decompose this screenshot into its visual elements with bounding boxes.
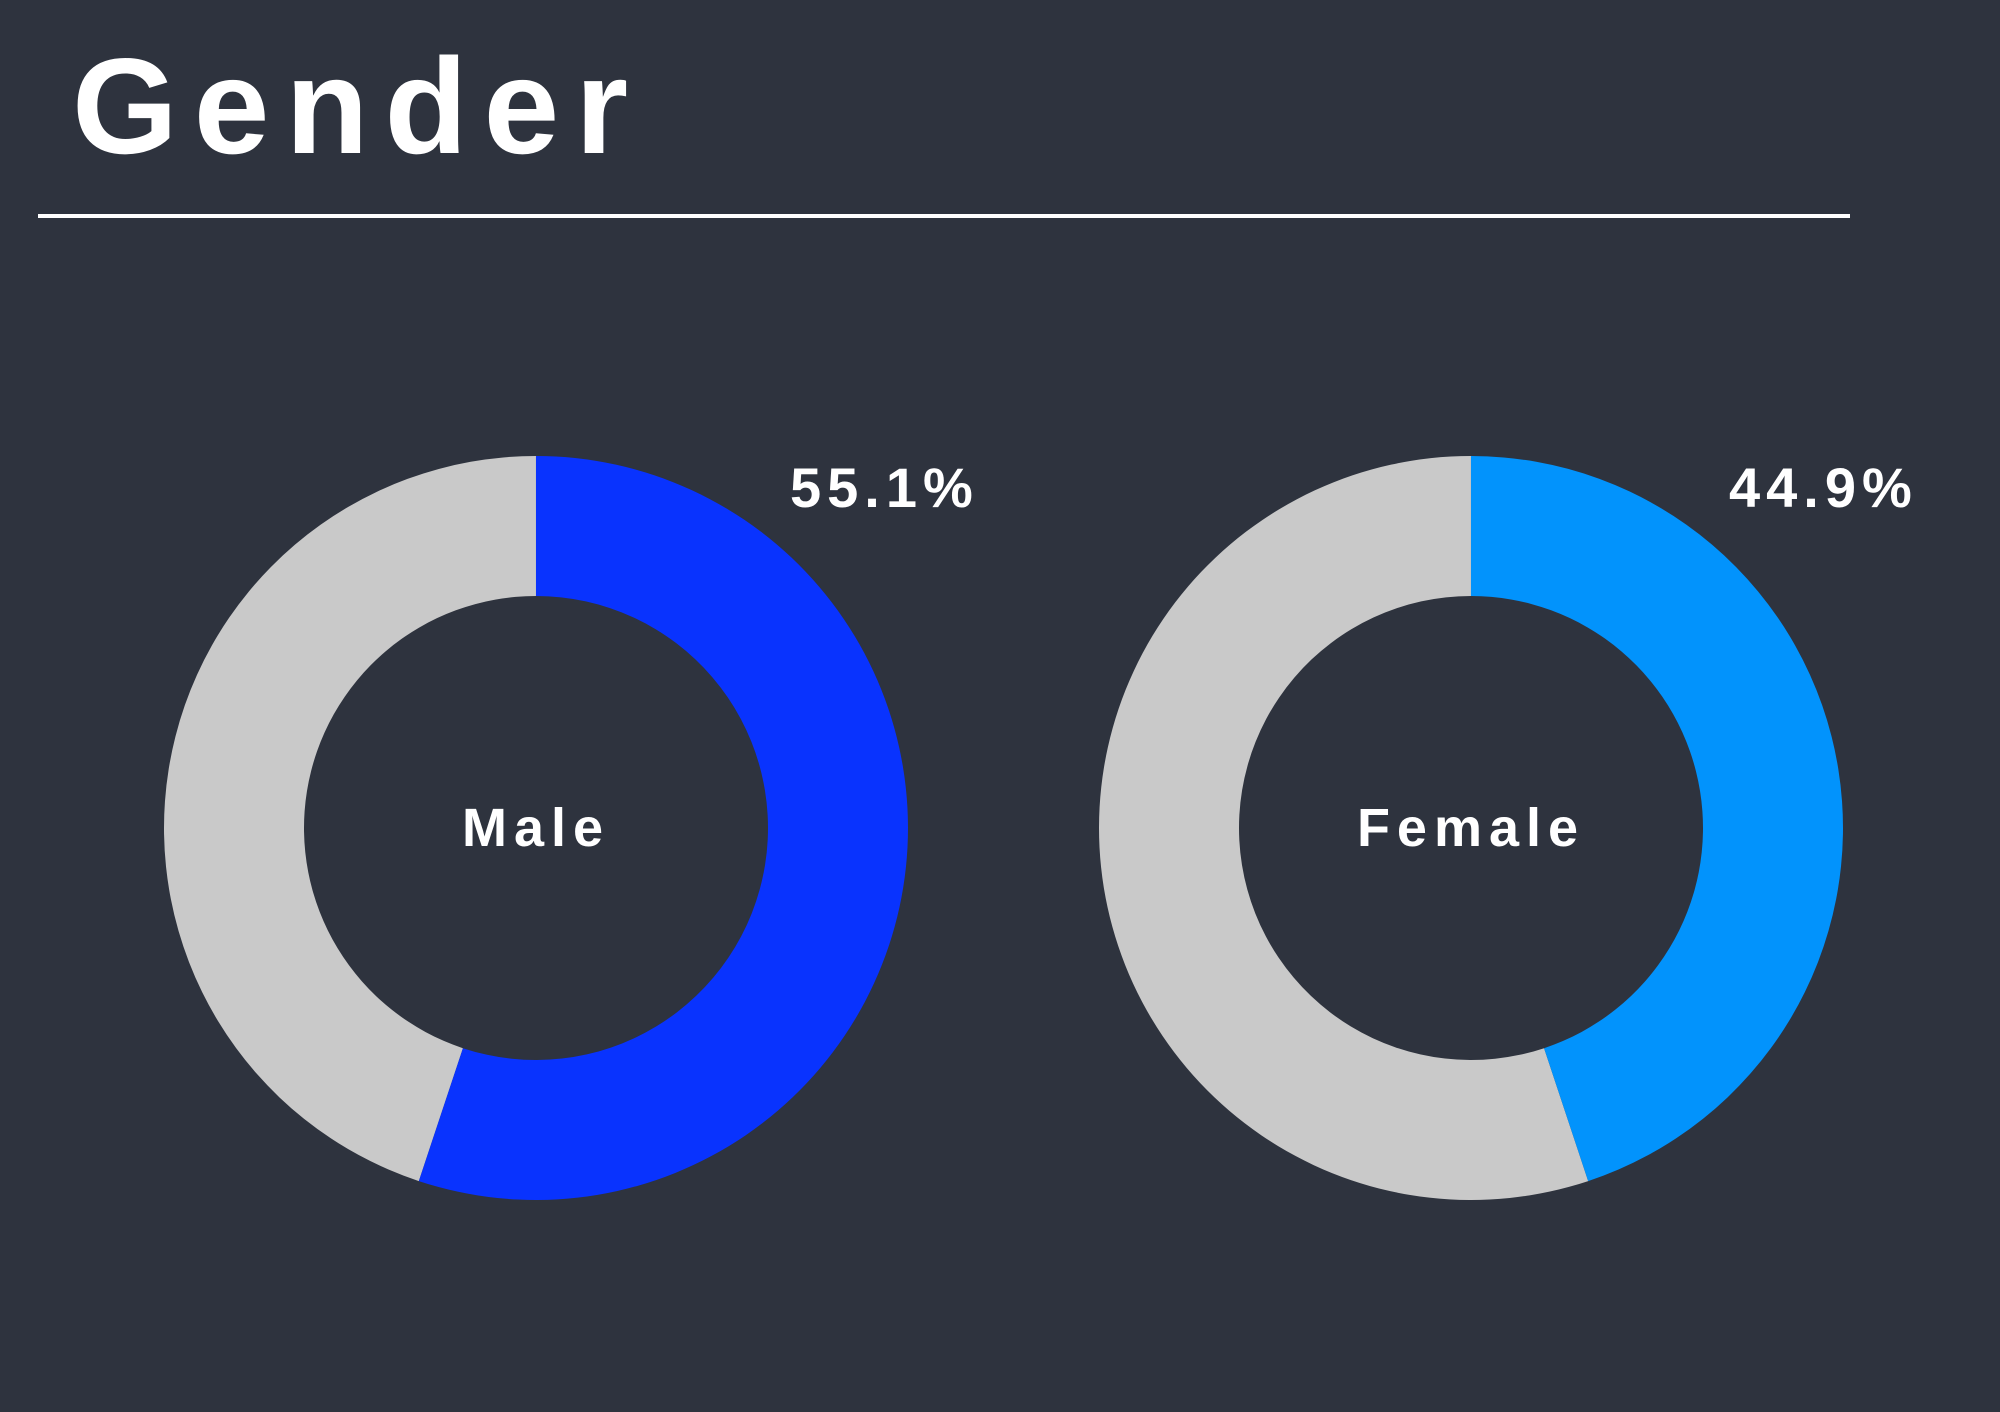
- female-donut-svg: [1099, 456, 1843, 1200]
- male-value-slice: [418, 456, 908, 1200]
- female-value-slice: [1471, 456, 1843, 1182]
- male-remainder-slice: [163, 456, 536, 1182]
- title-divider: [38, 214, 1850, 218]
- male-donut-label: Male: [461, 798, 611, 858]
- female-percentage-label: 44.9%: [1729, 456, 1918, 519]
- male-donut-svg: [163, 456, 908, 1200]
- male-percentage-label: 55.1%: [790, 456, 979, 519]
- female-remainder-slice: [1099, 456, 1589, 1200]
- male-donut-chart: Male: [156, 448, 916, 1208]
- female-donut-chart: Female: [1091, 448, 1851, 1208]
- page-title: Gender: [72, 30, 645, 182]
- female-donut-label: Female: [1356, 798, 1586, 858]
